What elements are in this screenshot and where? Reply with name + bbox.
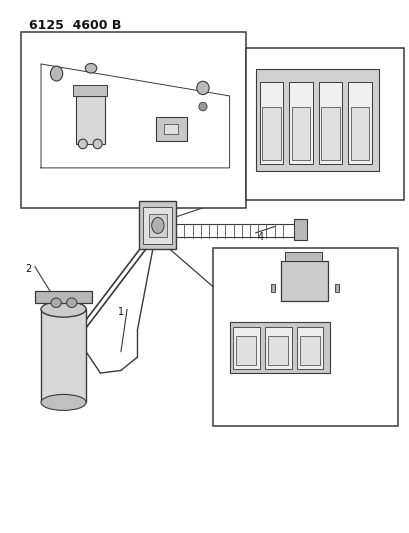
Bar	[20, 32, 245, 208]
Ellipse shape	[41, 301, 86, 317]
Text: 9: 9	[212, 55, 218, 63]
Bar	[76, 96, 104, 144]
Bar	[291, 107, 310, 160]
Bar	[245, 48, 403, 200]
Bar	[267, 336, 287, 365]
Bar	[143, 207, 172, 244]
Text: 7: 7	[355, 279, 361, 287]
Ellipse shape	[85, 63, 97, 73]
Text: 10: 10	[125, 195, 137, 203]
Bar	[284, 252, 321, 261]
Bar	[299, 336, 319, 365]
Ellipse shape	[51, 298, 61, 308]
Bar	[271, 284, 274, 292]
Text: 1: 1	[118, 307, 124, 317]
Text: L  BODY: L BODY	[267, 189, 301, 197]
Ellipse shape	[196, 81, 209, 95]
Bar	[347, 82, 371, 164]
Bar	[35, 291, 92, 303]
Bar	[288, 82, 312, 164]
Bar	[256, 69, 378, 171]
Bar	[294, 219, 306, 240]
Bar	[164, 124, 178, 134]
Bar	[236, 336, 255, 365]
Bar	[232, 327, 259, 369]
Text: 3: 3	[204, 199, 209, 208]
Bar	[259, 82, 283, 164]
Text: 2: 2	[85, 53, 91, 61]
Text: 3: 3	[382, 55, 387, 64]
Ellipse shape	[41, 394, 86, 410]
Bar	[264, 327, 291, 369]
Text: 6: 6	[250, 106, 256, 115]
Ellipse shape	[50, 66, 63, 81]
Text: 4: 4	[257, 232, 263, 242]
Ellipse shape	[198, 102, 207, 111]
Text: 2: 2	[25, 264, 32, 274]
Text: 5: 5	[249, 55, 254, 64]
Bar	[148, 214, 166, 237]
Bar	[296, 327, 323, 369]
Ellipse shape	[151, 217, 164, 233]
Bar	[350, 107, 369, 160]
Ellipse shape	[78, 139, 87, 149]
Bar	[261, 107, 280, 160]
Bar	[73, 85, 107, 96]
Bar	[320, 107, 339, 160]
Ellipse shape	[93, 139, 102, 149]
Text: 6125  4600 B: 6125 4600 B	[29, 19, 121, 31]
Bar	[41, 309, 86, 402]
Text: BODY: BODY	[228, 418, 250, 426]
Bar	[318, 82, 342, 164]
Bar	[139, 201, 176, 249]
Text: K, E, G, H: K, E, G, H	[228, 409, 265, 418]
Bar	[335, 284, 338, 292]
Text: 8: 8	[36, 52, 42, 61]
Bar	[155, 117, 186, 141]
Bar	[229, 322, 329, 373]
Bar	[280, 261, 327, 301]
Bar	[213, 248, 397, 426]
Ellipse shape	[66, 298, 77, 308]
